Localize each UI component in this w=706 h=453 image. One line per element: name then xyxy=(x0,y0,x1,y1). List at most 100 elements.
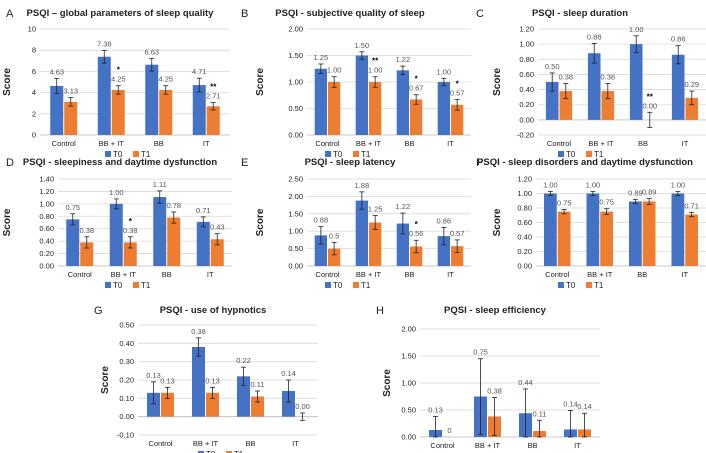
y-tick-label: 0.20 xyxy=(119,376,134,385)
y-tick-label: 0.50 xyxy=(288,244,303,253)
x-tick-label: Control xyxy=(545,270,570,279)
y-tick-label: 1.20 xyxy=(39,187,54,196)
bar-t0 xyxy=(314,68,327,135)
legend-swatch-t1 xyxy=(353,282,359,288)
y-tick-label: 0 xyxy=(32,131,36,140)
panel-letter: H xyxy=(376,305,384,317)
bar-t0 xyxy=(147,392,160,417)
bar-t0 xyxy=(671,193,685,266)
bar-t1 xyxy=(559,91,573,120)
bar-t0 xyxy=(50,85,64,135)
y-tick-label: 0.40 xyxy=(119,339,134,348)
data-label: 1.22 xyxy=(396,55,411,64)
bar-t1 xyxy=(685,214,698,266)
x-tick-label: BB + IT xyxy=(193,439,219,448)
bar-t0 xyxy=(396,223,409,266)
legend-label: T1 xyxy=(141,281,151,290)
bar-t0 xyxy=(437,82,450,135)
bar-t1 xyxy=(251,396,264,417)
data-label: 0.38 xyxy=(123,226,138,235)
y-tick-label: 1.50 xyxy=(288,209,303,218)
bar-t0 xyxy=(145,64,159,135)
bar-t1 xyxy=(206,106,220,135)
chart-title: PSQI - sleep duration xyxy=(532,8,628,19)
y-tick-label: 0.40 xyxy=(517,233,532,242)
chart-panel-E: E PSQI - sleep latency Score 0.00 0.50 1.00 1.… xyxy=(241,157,471,290)
y-tick-label: 2.50 xyxy=(288,175,303,184)
x-tick-label: BB + IT xyxy=(99,139,125,148)
chart-title: PSQI - sleep latency xyxy=(305,157,397,168)
data-label: 0.5 xyxy=(329,231,339,240)
legend-swatch-t1 xyxy=(353,151,359,157)
data-label: 0.38 xyxy=(79,226,94,235)
y-axis-label: Score xyxy=(255,68,266,96)
data-label: 0.75 xyxy=(65,203,80,212)
legend-label: T0 xyxy=(566,281,576,290)
data-label: 1.00 xyxy=(109,188,124,197)
x-tick-label: Control xyxy=(52,139,77,148)
y-tick-label: 2 xyxy=(32,109,36,118)
data-label: 0.14 xyxy=(563,400,578,409)
data-label: 4.25 xyxy=(111,75,126,84)
data-label: 0.29 xyxy=(684,80,699,89)
data-label: 0 xyxy=(447,426,451,435)
bar-t0 xyxy=(671,54,685,120)
y-tick-label: 1.00 xyxy=(288,78,303,87)
panel-letter: G xyxy=(94,305,103,317)
legend-swatch-t1 xyxy=(133,151,139,157)
x-tick-label: IT xyxy=(207,270,214,279)
significance-marker: ** xyxy=(647,92,654,101)
bar-t0 xyxy=(355,200,368,266)
data-label: 0.67 xyxy=(409,84,424,93)
bar-t0 xyxy=(192,347,205,417)
data-label: 1.00 xyxy=(543,180,558,189)
bar-t0 xyxy=(196,221,210,266)
x-tick-label: Control xyxy=(68,270,93,279)
data-label: 3.13 xyxy=(63,87,78,96)
y-tick-label: 0.50 xyxy=(288,104,303,113)
chart-title: PSQI – global parameters of sleep qualit… xyxy=(27,8,215,19)
data-label: 1.00 xyxy=(368,66,383,75)
bar-t1 xyxy=(328,248,341,266)
y-tick-label: 1.50 xyxy=(401,352,416,361)
x-tick-label: BB + IT xyxy=(588,139,614,148)
bar-t0 xyxy=(314,235,327,266)
data-label: 1.00 xyxy=(629,25,644,34)
y-tick-label: 1.20 xyxy=(519,25,534,34)
panel-letter: D xyxy=(6,157,14,169)
significance-marker: * xyxy=(456,79,460,88)
y-tick-label: 4 xyxy=(32,88,36,97)
y-axis-label: Score xyxy=(255,208,266,236)
y-tick-label: 1.50 xyxy=(288,51,303,60)
data-label: 2.71 xyxy=(206,92,221,101)
y-tick-label: 0.00 xyxy=(519,115,534,124)
data-label: 0.38 xyxy=(191,327,206,336)
data-label: 0.56 xyxy=(409,229,424,238)
data-label: 0.78 xyxy=(166,201,181,210)
y-tick-label: 0.00 xyxy=(288,131,303,140)
legend-label: T0 xyxy=(566,150,576,159)
x-tick-label: BB xyxy=(162,270,172,279)
bar-t1 xyxy=(159,89,173,135)
x-tick-label: BB xyxy=(404,139,414,148)
y-tick-label: 2.00 xyxy=(288,192,303,201)
y-tick-label: 1.00 xyxy=(401,379,416,388)
y-tick-label: 0.30 xyxy=(119,357,134,366)
bar-t1 xyxy=(557,211,571,266)
data-label: 0.22 xyxy=(236,356,251,365)
chart-panel-B: B PSQI - subjective quality of sleep Score… xyxy=(241,8,471,159)
y-tick-label: 0.80 xyxy=(519,55,534,64)
x-tick-label: BB xyxy=(637,270,647,279)
chart-title: PSQI - sleepiness and daytime dysfunctio… xyxy=(23,157,217,168)
legend-label: T0 xyxy=(113,281,123,290)
significance-marker: * xyxy=(415,220,419,229)
x-tick-label: IT xyxy=(574,441,581,450)
significance-marker: * xyxy=(117,66,121,75)
bar-t1 xyxy=(206,392,219,417)
legend-label: T1 xyxy=(361,150,371,159)
bar-t0 xyxy=(237,376,250,417)
y-tick-label: 1.00 xyxy=(519,40,534,49)
x-tick-label: IT xyxy=(447,270,454,279)
bar-t0 xyxy=(586,193,600,266)
